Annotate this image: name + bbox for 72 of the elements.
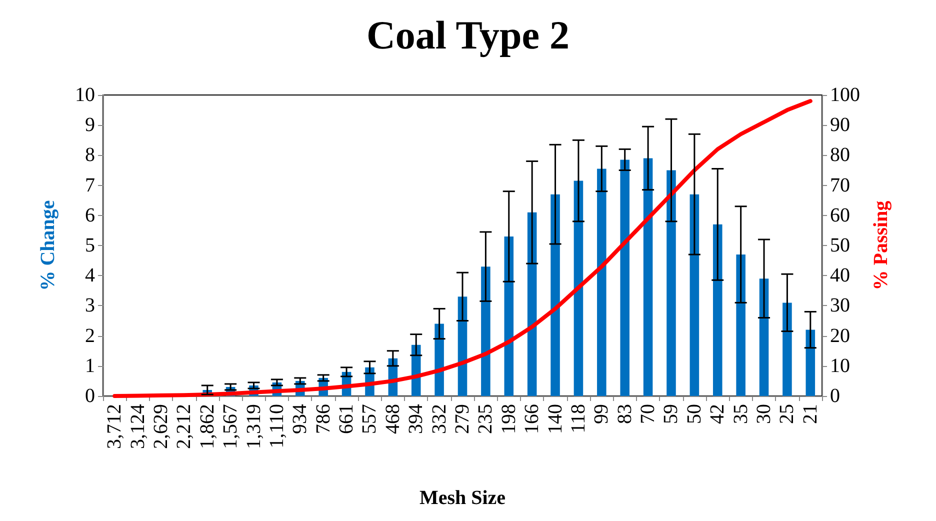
y2-tick-label: 50 [830,234,850,256]
x-tick-label: 83 [614,404,636,424]
y2-tick-label: 20 [830,324,850,347]
y2-tick-label: 60 [830,204,850,226]
y-tick-label: 8 [85,144,95,166]
bar [666,170,676,396]
x-tick-label: 1,319 [242,404,265,449]
bar [597,168,606,396]
x-tick-label: 661 [336,404,358,434]
y2-axis-title: % Passing [870,200,892,290]
bar [690,194,700,396]
y-tick-label: 7 [85,174,95,196]
x-tick-label: 332 [428,404,450,434]
bar [806,330,816,396]
y-tick-label: 5 [85,234,95,256]
x-tick-label: 21 [799,404,822,424]
x-tick-label: 786 [312,404,334,434]
x-tick-label: 166 [521,404,544,434]
x-tick-label: 934 [289,404,312,434]
x-tick-label: 140 [544,404,566,434]
x-tick-label: 59 [660,404,682,424]
x-axis-title: Mesh Size [419,487,506,509]
chart-title: Coal Type 2 [366,12,570,58]
x-tick-label: 50 [683,404,706,424]
y2-tick-label: 10 [830,354,850,377]
x-tick-label: 3,712 [104,404,126,449]
x-tick-label: 1,567 [220,404,242,449]
bar [481,266,490,396]
x-tick-label: 2,629 [150,404,172,449]
y2-tick-label: 80 [830,144,850,166]
bar [550,194,560,396]
x-tick-label: 2,212 [173,404,196,449]
y-tick-label: 10 [75,84,95,106]
x-tick-label: 279 [452,404,474,434]
y2-tick-label: 40 [830,264,850,287]
y-tick-label: 2 [85,324,95,347]
x-tick-label: 394 [405,404,428,434]
x-tick-label: 1,110 [266,404,288,448]
x-tick-label: 35 [730,404,752,424]
x-tick-label: 198 [498,404,520,434]
x-tick-label: 557 [358,404,381,434]
y-tick-label: 4 [85,264,95,287]
x-tick-label: 235 [474,404,497,434]
y-tick-label: 6 [85,204,95,226]
y2-tick-label: 0 [830,385,840,407]
bar [504,236,514,396]
x-tick-label: 3,124 [126,404,149,449]
bar [712,224,722,396]
y-tick-label: 3 [85,294,95,317]
y2-tick-label: 100 [830,84,860,106]
bar [574,180,584,396]
x-tick-label: 25 [776,404,798,424]
y2-tick-label: 70 [830,174,850,196]
x-tick-label: 70 [637,404,660,424]
x-tick-label: 468 [382,404,404,434]
bar [782,302,792,396]
y-tick-label: 0 [85,385,95,407]
x-tick-label: 99 [590,404,613,424]
bar [759,278,769,396]
bar [736,254,746,396]
x-tick-label: 118 [567,404,590,434]
y-tick-label: 1 [85,354,95,377]
bar [620,160,630,396]
line-series [112,99,812,398]
x-tick-label: 1,862 [196,404,218,449]
y-axis-title: % Change [37,200,59,291]
y-tick-label: 9 [85,114,95,136]
y2-tick-label: 30 [830,294,850,317]
y2-tick-label: 90 [830,114,850,136]
x-tick-label: 42 [706,404,729,424]
bar [643,158,653,396]
x-tick-label: 30 [753,404,776,424]
